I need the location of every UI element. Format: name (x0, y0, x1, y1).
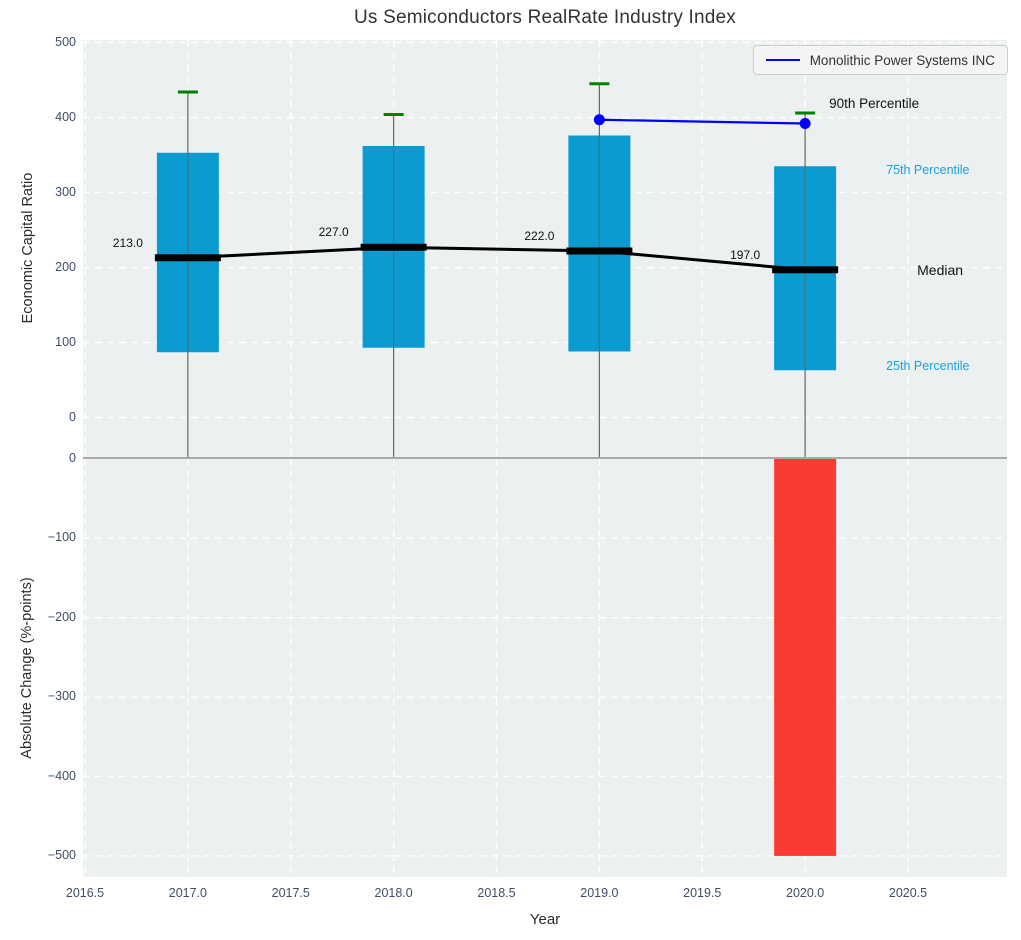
median-value-label: 213.0 (112, 235, 143, 250)
y-tick-label-bottom: −500 (47, 847, 76, 862)
x-tick-label: 2019.0 (580, 886, 619, 900)
annotation-median: Median (917, 261, 964, 278)
x-tick-label: 2019.5 (683, 886, 722, 900)
y-tick-label-top: 400 (55, 109, 76, 124)
median-line (187, 245, 806, 272)
legend: Monolithic Power Systems INC (752, 45, 1008, 75)
median-value-label: 222.0 (524, 229, 555, 243)
x-tick-label: 2017.0 (168, 886, 207, 900)
chart-title: Us Semiconductors RealRate Industry Inde… (353, 7, 737, 28)
y-tick-label-bottom: −300 (47, 689, 76, 704)
x-tick-label: 2018.5 (477, 886, 516, 900)
y-tick-label-top: 100 (55, 334, 76, 349)
legend-label: Monolithic Power Systems INC (809, 52, 995, 68)
change-bar (774, 459, 837, 856)
x-tick-label: 2018.0 (374, 886, 413, 900)
annotation-75th-percentile: 75th Percentile (886, 163, 970, 178)
x-tick-label: 2020.0 (786, 886, 825, 900)
y-tick-label-bottom: −200 (47, 609, 76, 624)
annotation-25th-percentile: 25th Percentile (886, 359, 970, 374)
y-axis-label-bottom: Absolute Change (%-points) (19, 577, 35, 759)
median-value-label: 197.0 (730, 247, 761, 262)
annotation-90th-percentile: 90th Percentile (829, 96, 920, 111)
y-tick-label-bottom: −400 (47, 768, 76, 783)
y-tick-label-top: 300 (55, 184, 76, 199)
y-tick-label-top: 200 (55, 259, 76, 274)
company-point (593, 114, 605, 126)
y-tick-label-bottom: −100 (47, 530, 76, 545)
median-value-label: 227.0 (318, 225, 349, 240)
company-line (599, 118, 806, 125)
y-tick-label-bottom: 0 (69, 451, 76, 465)
x-tick-label: 2016.5 (65, 886, 105, 900)
x-tick-label: 2020.5 (888, 886, 928, 900)
x-axis-label: Year (529, 911, 561, 928)
y-tick-label-top: 500 (55, 34, 76, 49)
company-point (799, 118, 811, 129)
x-tick-label: 2017.5 (271, 886, 310, 900)
y-tick-label-top: 0 (69, 409, 76, 424)
bottom-plot-panel (83, 458, 1007, 877)
legend-line-icon (765, 59, 800, 61)
